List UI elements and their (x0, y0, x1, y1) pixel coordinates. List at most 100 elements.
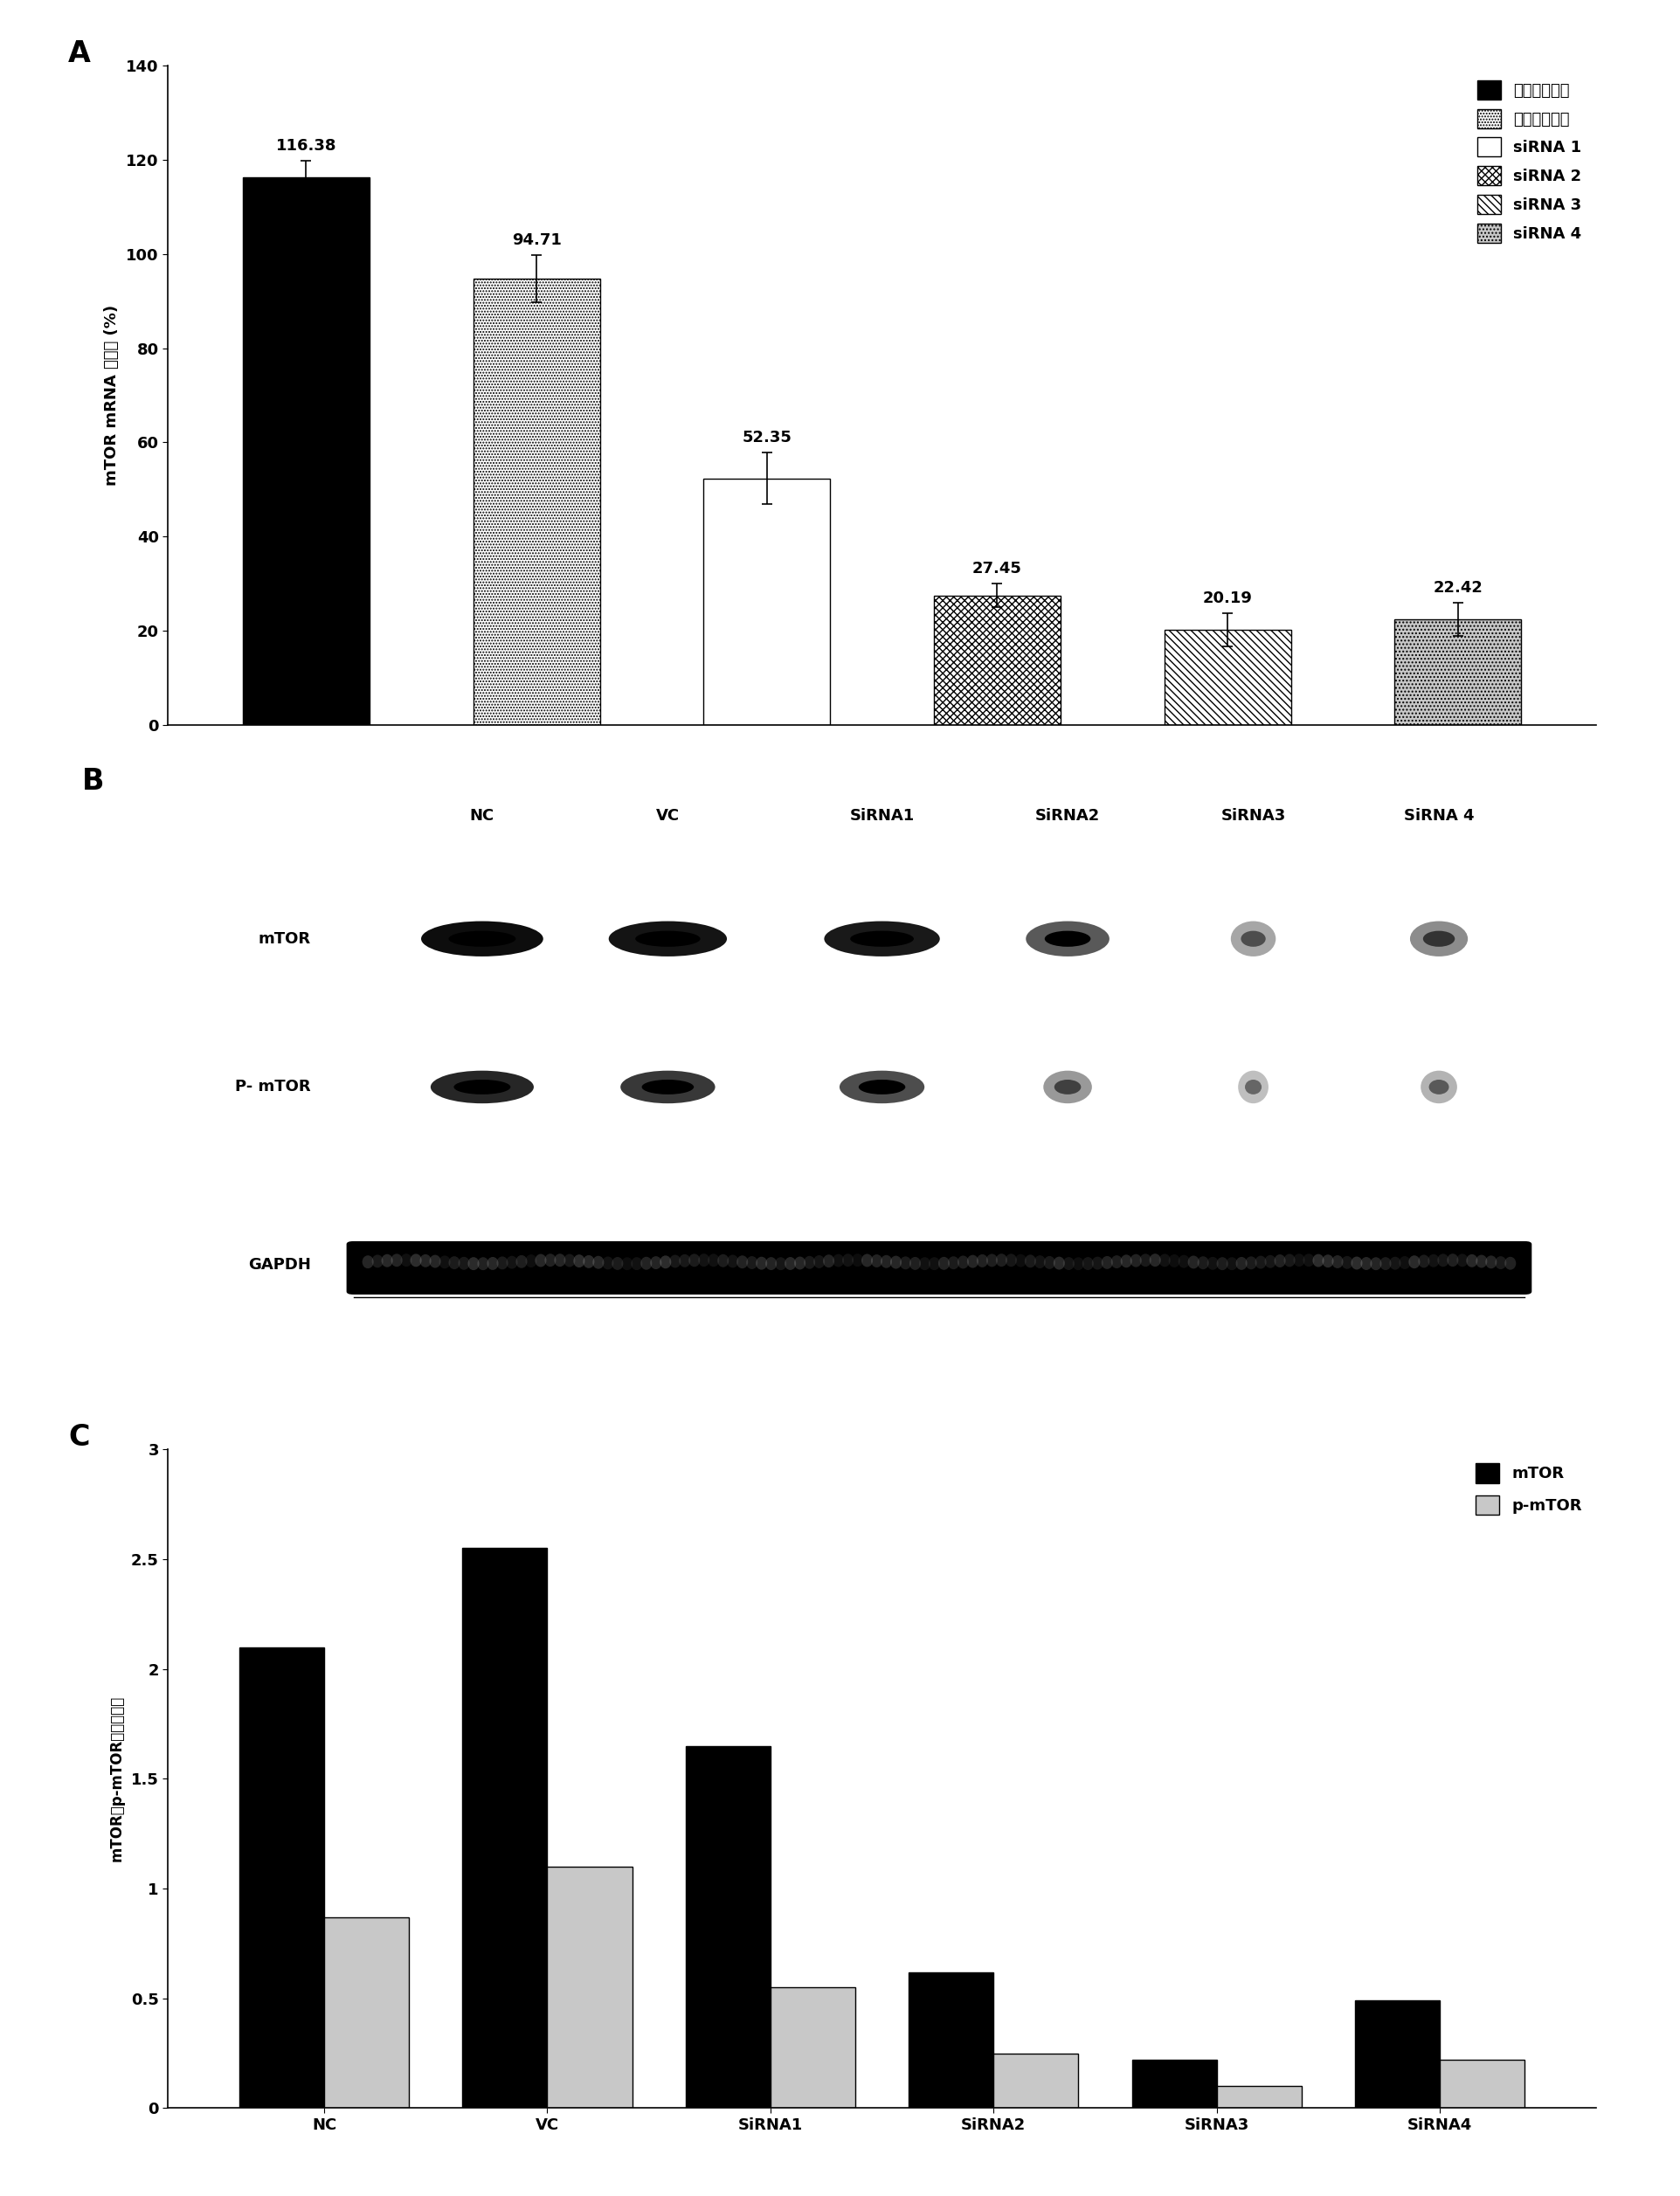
Ellipse shape (736, 1256, 748, 1269)
Bar (1356, 2001, 1440, 2108)
Ellipse shape (430, 1072, 534, 1102)
Ellipse shape (400, 1254, 412, 1267)
Ellipse shape (1242, 931, 1265, 946)
Ellipse shape (1245, 1080, 1262, 1094)
Ellipse shape (438, 1256, 450, 1269)
Ellipse shape (1446, 1254, 1458, 1267)
Ellipse shape (1231, 920, 1275, 957)
Ellipse shape (717, 1254, 729, 1267)
Ellipse shape (1178, 1254, 1189, 1267)
Ellipse shape (1005, 1254, 1016, 1267)
Ellipse shape (1159, 1254, 1171, 1267)
Bar (1164, 630, 1290, 725)
Ellipse shape (669, 1254, 680, 1267)
Bar (704, 479, 830, 725)
Text: 27.45: 27.45 (973, 560, 1021, 578)
Ellipse shape (422, 920, 543, 957)
Ellipse shape (1169, 1254, 1179, 1267)
Ellipse shape (1408, 1256, 1420, 1269)
Ellipse shape (608, 920, 727, 957)
Ellipse shape (1121, 1254, 1132, 1267)
Text: VC: VC (655, 808, 680, 824)
Ellipse shape (526, 1254, 538, 1267)
Text: 52.35: 52.35 (743, 430, 791, 446)
Y-axis label: mTOR及p-mTOR蛋白相对量: mTOR及p-mTOR蛋白相对量 (109, 1695, 124, 1862)
Ellipse shape (1025, 1254, 1037, 1267)
Ellipse shape (1053, 1256, 1065, 1269)
Ellipse shape (593, 1256, 605, 1269)
Ellipse shape (601, 1256, 613, 1269)
Ellipse shape (1082, 1256, 1094, 1269)
Bar (548, 1867, 632, 2108)
Ellipse shape (1421, 1072, 1457, 1102)
Ellipse shape (506, 1256, 517, 1269)
Text: NC: NC (470, 808, 494, 824)
Ellipse shape (958, 1256, 969, 1269)
Ellipse shape (825, 920, 939, 957)
Bar (771, 1987, 855, 2108)
Ellipse shape (756, 1256, 768, 1269)
Ellipse shape (1216, 1256, 1228, 1269)
Ellipse shape (497, 1256, 507, 1269)
Ellipse shape (622, 1256, 633, 1269)
Ellipse shape (1035, 1256, 1045, 1269)
Ellipse shape (679, 1254, 690, 1267)
Ellipse shape (727, 1254, 739, 1267)
Text: A: A (69, 40, 91, 68)
Ellipse shape (689, 1254, 701, 1267)
Ellipse shape (1475, 1254, 1487, 1267)
Bar (474, 279, 600, 725)
Text: 22.42: 22.42 (1433, 580, 1483, 595)
Ellipse shape (1457, 1254, 1468, 1267)
Ellipse shape (420, 1254, 432, 1267)
Ellipse shape (1092, 1256, 1104, 1269)
Ellipse shape (823, 1254, 835, 1267)
Ellipse shape (766, 1256, 776, 1269)
Ellipse shape (1423, 931, 1455, 946)
Ellipse shape (937, 1256, 949, 1269)
Ellipse shape (929, 1256, 941, 1269)
Ellipse shape (850, 931, 914, 946)
Ellipse shape (391, 1254, 403, 1267)
Bar (909, 1972, 993, 2108)
Ellipse shape (862, 1254, 874, 1267)
Ellipse shape (919, 1256, 931, 1269)
Ellipse shape (1284, 1254, 1295, 1267)
Bar (462, 1548, 548, 2108)
Ellipse shape (1110, 1256, 1122, 1269)
Ellipse shape (1102, 1256, 1112, 1269)
Ellipse shape (900, 1256, 911, 1269)
Ellipse shape (795, 1256, 806, 1269)
Ellipse shape (699, 1254, 709, 1267)
Ellipse shape (1273, 1254, 1285, 1267)
Bar (324, 1917, 408, 2108)
Ellipse shape (833, 1254, 843, 1267)
Ellipse shape (1043, 1072, 1092, 1102)
Ellipse shape (1236, 1256, 1247, 1269)
Ellipse shape (632, 1256, 642, 1269)
Ellipse shape (430, 1254, 440, 1267)
Ellipse shape (1265, 1256, 1277, 1267)
Ellipse shape (1495, 1256, 1507, 1269)
Ellipse shape (1304, 1254, 1314, 1267)
Ellipse shape (707, 1254, 719, 1267)
Y-axis label: mTOR mRNA 表达量 (%): mTOR mRNA 表达量 (%) (104, 305, 119, 485)
Ellipse shape (1438, 1254, 1448, 1267)
Text: 116.38: 116.38 (276, 138, 336, 154)
Ellipse shape (1399, 1256, 1411, 1269)
Ellipse shape (1410, 920, 1468, 957)
Ellipse shape (1379, 1256, 1391, 1269)
Ellipse shape (650, 1256, 662, 1269)
Bar (1394, 619, 1520, 725)
Ellipse shape (1072, 1256, 1084, 1269)
Ellipse shape (487, 1256, 499, 1269)
Text: B: B (82, 766, 104, 795)
Ellipse shape (1015, 1254, 1026, 1267)
Ellipse shape (363, 1256, 373, 1269)
Ellipse shape (1188, 1256, 1200, 1269)
Ellipse shape (996, 1254, 1008, 1267)
Ellipse shape (620, 1072, 716, 1102)
Ellipse shape (1055, 1080, 1080, 1094)
Ellipse shape (880, 1256, 892, 1267)
Ellipse shape (858, 1080, 906, 1094)
